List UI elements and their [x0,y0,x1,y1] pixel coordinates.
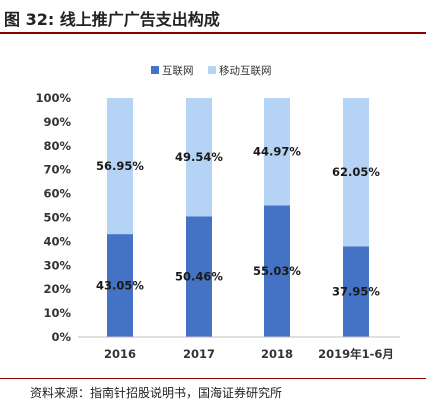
y-tick-label: 40% [43,234,71,248]
title-rule [0,32,426,34]
bars: 43.05% 56.95% 50.46% 49.54% 55.03% 44.97% 37.9… [96,98,380,337]
y-tick-label: 20% [43,282,71,296]
bar-segment-1-0 [107,98,133,235]
data-label: 62.05% [332,165,380,179]
y-tick-label: 100% [35,91,71,105]
data-label: 56.95% [96,159,144,173]
legend-swatch-0 [151,66,159,74]
legend-label-1: 移动互联网 [219,64,272,77]
y-tick-label: 70% [43,163,71,177]
y-tick-label: 80% [43,139,71,153]
bar-segment-1-3 [343,98,369,247]
bar-segment-0-3 [343,246,369,337]
source-note: 资料来源：指南针招股说明书，国海证券研究所 [30,386,283,400]
bar-segment-0-0 [107,234,133,337]
legend: 互联网 移动互联网 [151,64,272,77]
legend-swatch-1 [208,66,216,74]
y-tick-label: 10% [43,306,71,320]
x-axis: 2016 2017 2018 2019年1-6月 [78,336,400,361]
bar-segment-0-1 [186,216,212,337]
data-label: 50.46% [175,270,223,284]
data-label: 44.97% [253,145,301,159]
legend-label-0: 互联网 [162,65,194,77]
y-tick-label: 90% [43,115,71,129]
bar-segment-1-2 [264,98,290,206]
data-label: 43.05% [96,279,144,293]
bar-segment-0-2 [264,205,290,337]
x-tick-label: 2019年1-6月 [318,347,394,361]
y-tick-label: 60% [43,187,71,201]
x-tick-label: 2018 [261,347,293,361]
source-rule [0,378,426,379]
x-tick-label: 2016 [104,347,136,361]
data-label: 37.95% [332,285,380,299]
figure-title: 图 32: 线上推广广告支出构成 [4,10,220,29]
bar-segment-1-1 [186,98,212,217]
x-tick-label: 2017 [183,347,215,361]
data-label: 55.03% [253,264,301,278]
y-tick-label: 50% [43,211,71,225]
y-tick-label: 0% [51,330,71,344]
y-axis: 0% 10% 20% 30% 40% 50% 60% 70% 80% 90% 100% [35,91,71,344]
data-label: 49.54% [175,150,223,164]
stacked-bar-chart: 互联网 移动互联网 0% 10% 20% 30% 40% 50% 60% 70% 80% 90% 10… [35,64,400,361]
y-tick-label: 30% [43,258,71,272]
